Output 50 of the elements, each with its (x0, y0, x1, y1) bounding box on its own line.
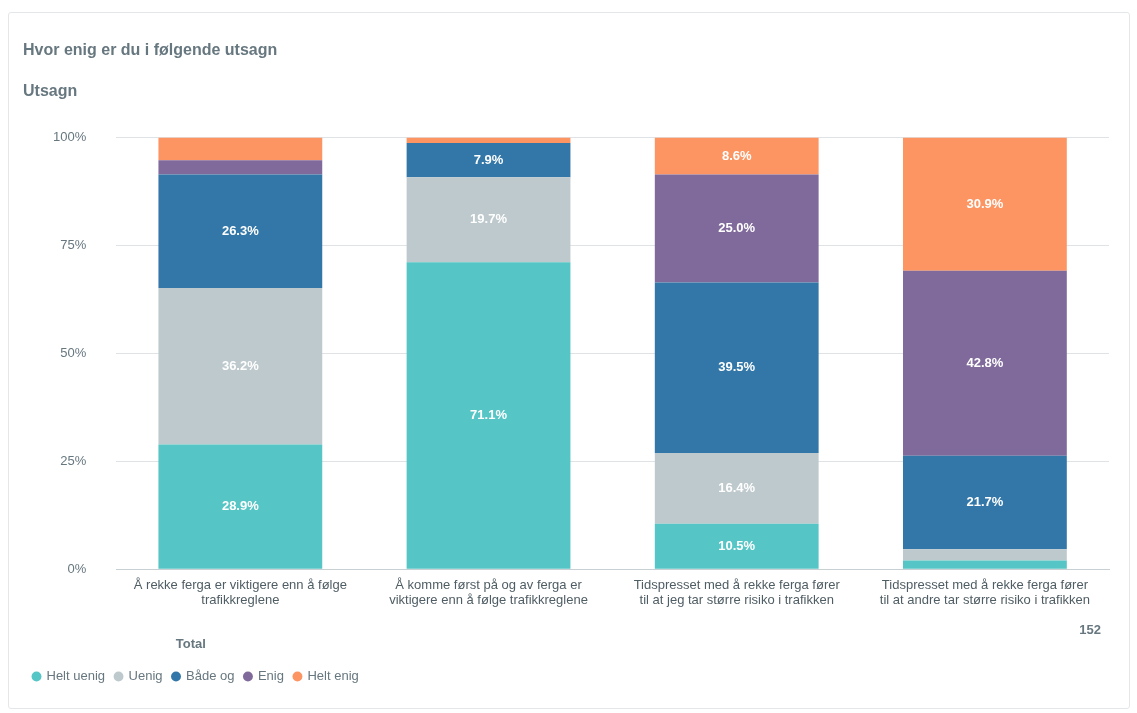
bar (903, 270, 1067, 456)
data-label: 30.9% (966, 195, 1004, 211)
x-tick-label: Å komme først på og av ferga er viktigere enn å følge trafikkreglene (389, 576, 588, 608)
bar (903, 455, 1067, 550)
legend-label: Helt enig (307, 668, 359, 684)
bar (158, 160, 323, 175)
legend-label: Uenig (128, 668, 163, 684)
x-tick-label: Å rekke ferga er viktigere enn å følge trafikkreglene (133, 576, 347, 608)
data-label: 39.5% (718, 359, 756, 375)
legend-label: Både og (186, 668, 235, 684)
x-tick-label: Tidspresset med å rekke ferga fører til at jeg tar større risiko i trafikken (633, 576, 841, 608)
bar (654, 523, 819, 569)
bar (654, 453, 819, 524)
data-label: 19.7% (470, 211, 508, 227)
data-label: 36.2% (221, 357, 260, 373)
bar (654, 137, 819, 175)
bar (654, 282, 819, 454)
bar (158, 174, 323, 289)
chart-title: Hvor enig er du i følgende utsagn (23, 41, 278, 59)
data-label: 28.9% (221, 498, 260, 514)
bar (654, 174, 819, 283)
bar (406, 143, 571, 178)
bar (903, 137, 1067, 271)
data-label: 21.7% (966, 494, 1004, 510)
bar (903, 560, 1067, 569)
data-label: 16.4% (718, 480, 756, 496)
bar (158, 137, 323, 161)
data-label: 8.6% (721, 147, 752, 163)
chart-subtitle: Utsagn (23, 82, 78, 100)
bar (406, 262, 571, 569)
y-tick-label: 50% (60, 344, 87, 360)
legend-label: Helt uenig (46, 668, 106, 684)
text: 152 (1079, 621, 1101, 637)
data-label: 7.9% (473, 151, 504, 167)
data-label: 10.5% (718, 537, 756, 553)
data-label: 25.0% (718, 220, 756, 236)
data-label: 42.8% (966, 354, 1004, 370)
y-tick-label: 0% (67, 560, 87, 576)
y-tick-label: 25% (60, 452, 87, 468)
bar (903, 549, 1067, 561)
bar (406, 177, 571, 263)
bar (158, 288, 323, 445)
data-label: 26.3% (221, 222, 260, 238)
text: Total (175, 636, 206, 652)
y-tick-label: 100% (53, 128, 87, 144)
legend-label: Enig (257, 668, 284, 684)
bar (158, 444, 323, 569)
x-tick-label: Tidspresset med å rekke ferga fører til at andre tar større risiko i trafikken (879, 576, 1091, 608)
y-tick-label: 75% (60, 236, 87, 252)
data-label: 71.1% (470, 407, 508, 423)
